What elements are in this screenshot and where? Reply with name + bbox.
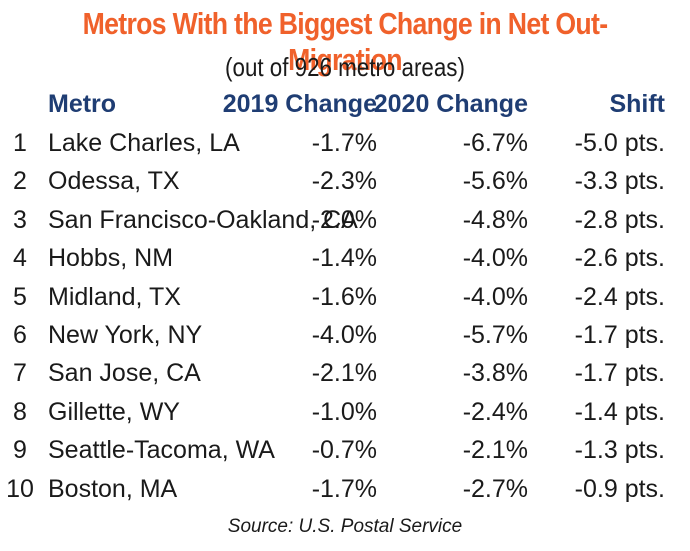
metro-cell: Boston, MA (48, 474, 178, 503)
shift-cell: -1.4 pts. (574, 397, 665, 426)
change-2020-cell: -5.6% (462, 167, 528, 196)
metro-cell: New York, NY (48, 320, 203, 349)
table-row: 4 Hobbs, NM -1.4% -4.0% -2.6 pts. (0, 239, 690, 277)
shift-cell: -1.3 pts. (574, 436, 665, 465)
shift-cell: -2.4 pts. (574, 282, 665, 311)
rank-cell: 8 (13, 397, 27, 426)
table-row: 10 Boston, MA -1.7% -2.7% -0.9 pts. (0, 470, 690, 508)
change-2020-cell: -5.7% (462, 320, 528, 349)
rank-cell: 5 (13, 282, 27, 311)
change-2020-cell: -2.7% (462, 474, 528, 503)
shift-cell: -5.0 pts. (574, 129, 665, 157)
change-2020-cell: -4.0% (462, 282, 528, 311)
table-body: 1 Lake Charles, LA -1.7% -6.7% -5.0 pts. 2 Ode… (0, 124, 690, 508)
metro-cell: Midland, TX (48, 282, 181, 311)
rank-cell: 2 (13, 167, 27, 196)
change-2019-cell: -1.4% (311, 244, 377, 273)
header-shift: Shift (609, 90, 665, 118)
table-row: 5 Midland, TX -1.6% -4.0% -2.4 pts. (0, 278, 690, 316)
header-2020-change: 2020 Change (373, 90, 528, 118)
rank-cell: 10 (6, 474, 34, 503)
rank-cell: 9 (13, 436, 27, 465)
change-2019-cell: -1.6% (311, 282, 377, 311)
metro-cell: Odessa, TX (48, 167, 180, 196)
change-2019-cell: -1.7% (311, 474, 377, 503)
change-2019-cell: -1.7% (311, 129, 377, 157)
shift-cell: -1.7 pts. (574, 359, 665, 388)
rank-cell: 3 (13, 205, 27, 234)
table-row: 7 San Jose, CA -2.1% -3.8% -1.7 pts. (0, 354, 690, 392)
header-2019-change: 2019 Change (222, 90, 377, 118)
table-row: 3 San Francisco-Oakland, CA -2.0% -4.8% -2.8… (0, 201, 690, 239)
change-2020-cell: -3.8% (462, 359, 528, 388)
table-row: 1 Lake Charles, LA -1.7% -6.7% -5.0 pts. (0, 124, 690, 162)
rank-cell: 7 (13, 359, 27, 388)
table-row: 8 Gillette, WY -1.0% -2.4% -1.4 pts. (0, 393, 690, 431)
change-2020-cell: -6.7% (462, 129, 528, 157)
change-2019-cell: -2.3% (311, 167, 377, 196)
metro-cell: Lake Charles, LA (48, 129, 240, 157)
change-2019-cell: -4.0% (311, 320, 377, 349)
change-2020-cell: -4.8% (462, 205, 528, 234)
metro-cell: San Francisco-Oakland, CA (48, 205, 358, 234)
header-metro: Metro (48, 90, 117, 118)
source-note: Source: U.S. Postal Service (227, 516, 463, 537)
metro-cell: San Jose, CA (48, 359, 201, 388)
change-2020-cell: -2.4% (462, 397, 528, 426)
change-2019-cell: -2.0% (311, 205, 377, 234)
shift-cell: -0.9 pts. (574, 474, 665, 503)
metro-cell: Hobbs, NM (48, 244, 174, 273)
table-row: 2 Odessa, TX -2.3% -5.6% -3.3 pts. (0, 162, 690, 200)
metro-cell: Gillette, WY (48, 397, 180, 426)
change-2019-cell: -1.0% (311, 397, 377, 426)
change-2019-cell: -0.7% (311, 436, 377, 465)
shift-cell: -1.7 pts. (574, 320, 665, 349)
shift-cell: -2.8 pts. (574, 205, 665, 234)
rank-cell: 4 (13, 244, 27, 273)
chart-subtitle: (out of 926 metro areas) (225, 52, 465, 82)
change-2020-cell: -4.0% (462, 244, 528, 273)
rank-cell: 1 (13, 129, 27, 157)
table-row: 9 Seattle-Tacoma, WA -0.7% -2.1% -1.3 pts. (0, 431, 690, 469)
change-2020-cell: -2.1% (462, 436, 528, 465)
rank-cell: 6 (13, 320, 27, 349)
shift-cell: -3.3 pts. (574, 167, 665, 196)
change-2019-cell: -2.1% (311, 359, 377, 388)
chart-title: Metros With the Biggest Change in Net Ou… (82, 6, 608, 77)
table-row: 6 New York, NY -4.0% -5.7% -1.7 pts. (0, 316, 690, 354)
shift-cell: -2.6 pts. (574, 244, 665, 273)
metro-cell: Seattle-Tacoma, WA (48, 436, 275, 465)
